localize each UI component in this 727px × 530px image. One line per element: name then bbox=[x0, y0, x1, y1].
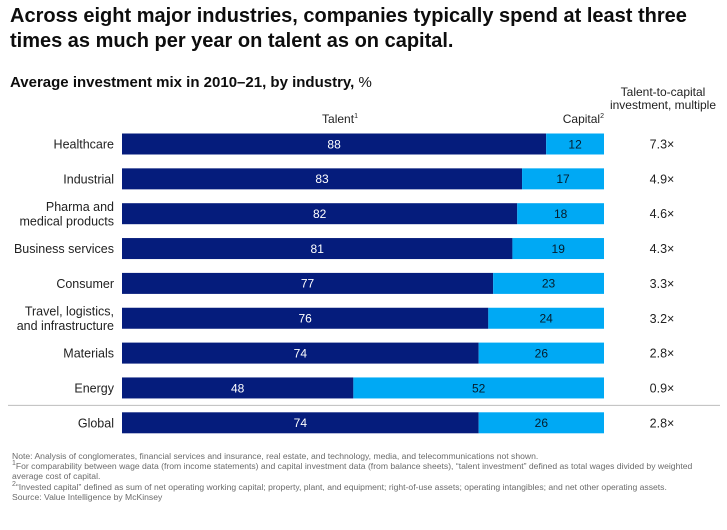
note-capital-marker: 2 bbox=[12, 480, 16, 488]
capital-value-label: 19 bbox=[552, 242, 566, 256]
capital-bar-segment bbox=[493, 272, 604, 294]
category-label: Pharma and medical products bbox=[20, 200, 115, 229]
talent-value-label: 74 bbox=[294, 416, 308, 430]
note-source: Source: Value Intelligence by McKinsey bbox=[12, 492, 712, 502]
category-label: Business services bbox=[14, 242, 114, 256]
category-label-line: Travel, logistics, bbox=[25, 305, 114, 319]
capital-bar-segment bbox=[478, 342, 604, 364]
multiple-value-label: 4.9× bbox=[650, 172, 675, 186]
multiple-value-label: 3.3× bbox=[650, 277, 675, 291]
category-label-line: medical products bbox=[20, 214, 115, 228]
talent-bar-segment bbox=[122, 238, 513, 260]
capital-bar-segment bbox=[488, 307, 604, 329]
note-general-text: Note: Analysis of conglomerates, financi… bbox=[12, 451, 539, 461]
talent-value-label: 76 bbox=[298, 312, 312, 326]
category-label-line: Industrial bbox=[63, 172, 114, 186]
multiple-value-label: 7.3× bbox=[650, 138, 675, 152]
talent-footnote-marker: 1 bbox=[354, 113, 358, 120]
category-label: Materials bbox=[63, 347, 114, 361]
multiple-value-label: 0.9× bbox=[650, 381, 675, 395]
category-label-line: Consumer bbox=[56, 277, 114, 291]
category-label-line: and infrastructure bbox=[17, 319, 114, 333]
category-label-line: Healthcare bbox=[54, 138, 114, 152]
capital-header-label: Capital bbox=[562, 112, 601, 126]
category-label: Travel, logistics, and infrastructure bbox=[17, 305, 114, 334]
capital-bar-segment bbox=[517, 203, 604, 225]
note-talent: 1For comparability between wage data (fr… bbox=[12, 460, 712, 482]
category-label-line: Global bbox=[78, 416, 114, 430]
capital-value-label: 17 bbox=[556, 172, 570, 186]
note-talent-marker: 1 bbox=[12, 460, 16, 468]
capital-bar-segment bbox=[522, 168, 604, 190]
category-label-line: Pharma and bbox=[46, 200, 114, 214]
capital-value-label: 12 bbox=[568, 137, 582, 151]
capital-bar-segment bbox=[512, 238, 604, 260]
multiple-column-header: Talent-to-capital investment, multiple bbox=[609, 85, 717, 112]
talent-bar-segment bbox=[122, 307, 489, 329]
note-capital: 2“Invested capital” defined as sum of ne… bbox=[12, 480, 712, 492]
category-label-line: Business services bbox=[14, 242, 114, 256]
note-source-text: Source: Value Intelligence by McKinsey bbox=[12, 491, 163, 502]
capital-bar-segment bbox=[353, 377, 604, 399]
note-capital-text: “Invested capital” defined as sum of net… bbox=[15, 481, 667, 492]
capital-bar-segment bbox=[546, 133, 604, 155]
capital-value-label: 23 bbox=[542, 277, 556, 291]
category-label: Industrial bbox=[63, 172, 114, 186]
stacked-bar-chart: Healthcare 88 12 7.3× Industrial 83 17 4.9× Phar… bbox=[8, 133, 720, 434]
capital-value-label: 26 bbox=[535, 346, 549, 360]
talent-bar-segment bbox=[122, 377, 354, 399]
category-label: Healthcare bbox=[54, 138, 114, 152]
capital-value-label: 52 bbox=[472, 381, 486, 395]
footnotes: Note: Analysis of conglomerates, financi… bbox=[12, 451, 712, 502]
multiple-value-label: 2.8× bbox=[650, 416, 675, 430]
talent-bar-segment bbox=[122, 412, 479, 434]
category-label: Energy bbox=[74, 381, 114, 395]
category-label: Consumer bbox=[56, 277, 114, 291]
category-label-line: Materials bbox=[63, 347, 114, 361]
multiple-value-label: 4.3× bbox=[650, 242, 675, 256]
talent-bar-segment bbox=[122, 133, 547, 155]
talent-value-label: 81 bbox=[311, 242, 325, 256]
talent-value-label: 77 bbox=[301, 277, 315, 291]
capital-footnote-marker: 2 bbox=[600, 113, 604, 120]
capital-value-label: 18 bbox=[554, 207, 568, 221]
talent-bar-segment bbox=[122, 168, 523, 190]
talent-value-label: 88 bbox=[327, 137, 341, 151]
note-general: Note: Analysis of conglomerates, financi… bbox=[12, 451, 712, 461]
talent-bar-segment bbox=[122, 203, 518, 225]
capital-bar-segment bbox=[478, 412, 604, 434]
subtitle-unit: % bbox=[358, 74, 372, 91]
multiple-value-label: 4.6× bbox=[650, 207, 675, 221]
chart-title: Across eight major industries, companies… bbox=[10, 5, 687, 52]
category-label-line: Energy bbox=[74, 381, 114, 395]
category-label: Global bbox=[78, 416, 114, 430]
note-talent-text: For comparability between wage data (fro… bbox=[12, 461, 693, 482]
capital-value-label: 24 bbox=[539, 312, 553, 326]
talent-column-header: Talent1 bbox=[300, 112, 380, 126]
talent-value-label: 82 bbox=[313, 207, 327, 221]
talent-bar-segment bbox=[122, 272, 494, 294]
talent-value-label: 74 bbox=[294, 346, 308, 360]
talent-value-label: 83 bbox=[315, 172, 329, 186]
multiple-value-label: 2.8× bbox=[650, 347, 675, 361]
capital-column-header: Capital2 bbox=[544, 112, 604, 126]
chart-subtitle: Average investment mix in 2010–21, by in… bbox=[10, 74, 372, 91]
multiple-value-label: 3.2× bbox=[650, 312, 675, 326]
talent-bar-segment bbox=[122, 342, 479, 364]
talent-header-label: Talent bbox=[322, 112, 355, 126]
talent-value-label: 48 bbox=[231, 381, 245, 395]
capital-value-label: 26 bbox=[535, 416, 549, 430]
subtitle-text: Average investment mix in 2010–21, by in… bbox=[10, 74, 355, 91]
